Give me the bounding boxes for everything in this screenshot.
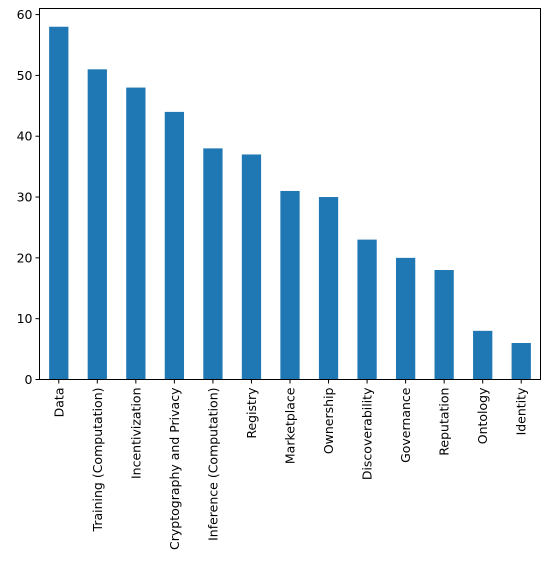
x-tick-label: Registry <box>244 387 259 439</box>
bar-governance <box>395 257 416 380</box>
bar-identity <box>511 343 531 380</box>
bar-ownership <box>318 197 339 380</box>
y-tick-label: 40 <box>17 129 33 144</box>
x-tick-label: Inference (Computation) <box>205 388 220 541</box>
x-tick-label: Reputation <box>437 387 452 455</box>
x-tick-label: Cryptography and Privacy <box>167 387 182 550</box>
bar-incentivization <box>126 87 146 380</box>
y-tick-label: 20 <box>17 250 33 265</box>
bar-cryptography-and-privacy <box>164 111 185 380</box>
bar-inference-computation <box>203 148 223 380</box>
bar-registry <box>241 154 262 380</box>
x-tick-label: Governance <box>398 387 413 463</box>
x-axis-ticks: Data Training (Computation) Incentivizatio… <box>51 379 529 550</box>
x-tick-label: Incentivization <box>128 388 143 480</box>
bar-reputation <box>434 270 454 380</box>
y-tick-label: 50 <box>17 68 33 83</box>
bar-data <box>49 26 69 380</box>
bars-layer <box>49 26 531 380</box>
y-axis-ticks: 0 10 20 30 40 50 60 <box>17 7 40 387</box>
y-tick-label: 60 <box>17 7 33 22</box>
y-tick-label: 10 <box>17 311 33 326</box>
x-tick-label: Ontology <box>475 387 490 444</box>
bar-discoverability <box>357 239 377 380</box>
axes-spines <box>39 8 541 380</box>
bar-ontology <box>473 330 493 380</box>
x-tick-label: Training (Computation) <box>90 388 105 533</box>
x-tick-label: Ownership <box>321 387 336 454</box>
bar-marketplace <box>280 190 300 380</box>
axes-frame <box>39 8 541 380</box>
bar-training-computation <box>87 69 107 380</box>
x-tick-label: Discoverability <box>360 387 375 480</box>
y-tick-label: 30 <box>17 190 33 205</box>
x-tick-label: Data <box>51 388 66 418</box>
y-tick-label: 0 <box>25 372 33 387</box>
x-tick-label: Marketplace <box>283 387 298 464</box>
x-tick-label: Identity <box>514 387 529 436</box>
